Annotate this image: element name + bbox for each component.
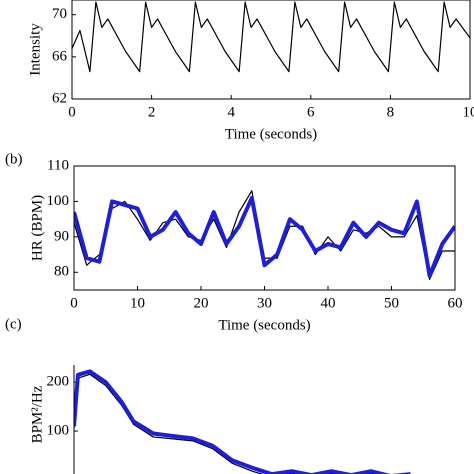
y-tick-label: 80 (54, 264, 69, 280)
y-tick-label: 62 (52, 90, 67, 106)
x-tick-label: 0 (68, 104, 76, 120)
x-tick-label: 0 (70, 295, 78, 311)
y-axis-label: BPM²/Hz (29, 385, 45, 443)
axes-box (71, 0, 471, 100)
x-tick-label: 30 (257, 295, 272, 311)
series-line (74, 195, 455, 278)
x-tick-label: 2 (148, 104, 156, 120)
y-tick-label: 200 (47, 374, 70, 390)
series-line (74, 373, 377, 474)
panel-label: (b) (5, 151, 23, 167)
y-tick-label: 70 (52, 6, 67, 22)
y-tick-label: 66 (52, 48, 68, 64)
x-tick-label: 50 (384, 295, 399, 311)
x-tick-label: 4 (227, 104, 235, 120)
y-axis-label: Intensity (27, 23, 43, 76)
series-line (72, 1, 470, 73)
y-tick-label: 100 (47, 423, 70, 439)
y-tick-label: 90 (54, 228, 69, 244)
axes-box (73, 165, 456, 291)
x-tick-label: 10 (463, 104, 474, 120)
x-tick-label: 10 (130, 295, 145, 311)
y-tick-label: 110 (47, 157, 69, 173)
x-tick-label: 40 (321, 295, 336, 311)
x-tick-label: 60 (448, 295, 463, 311)
series-line (74, 369, 411, 474)
panel-label: (c) (5, 316, 22, 332)
y-tick-label: 100 (47, 193, 70, 209)
x-tick-label: 20 (194, 295, 209, 311)
x-tick-label: 8 (387, 104, 395, 120)
x-axis-label: Time (seconds) (218, 317, 310, 333)
x-tick-label: 6 (307, 104, 315, 120)
x-axis-label: Time (seconds) (225, 126, 317, 142)
y-axis-label: HR (BPM) (29, 195, 45, 261)
